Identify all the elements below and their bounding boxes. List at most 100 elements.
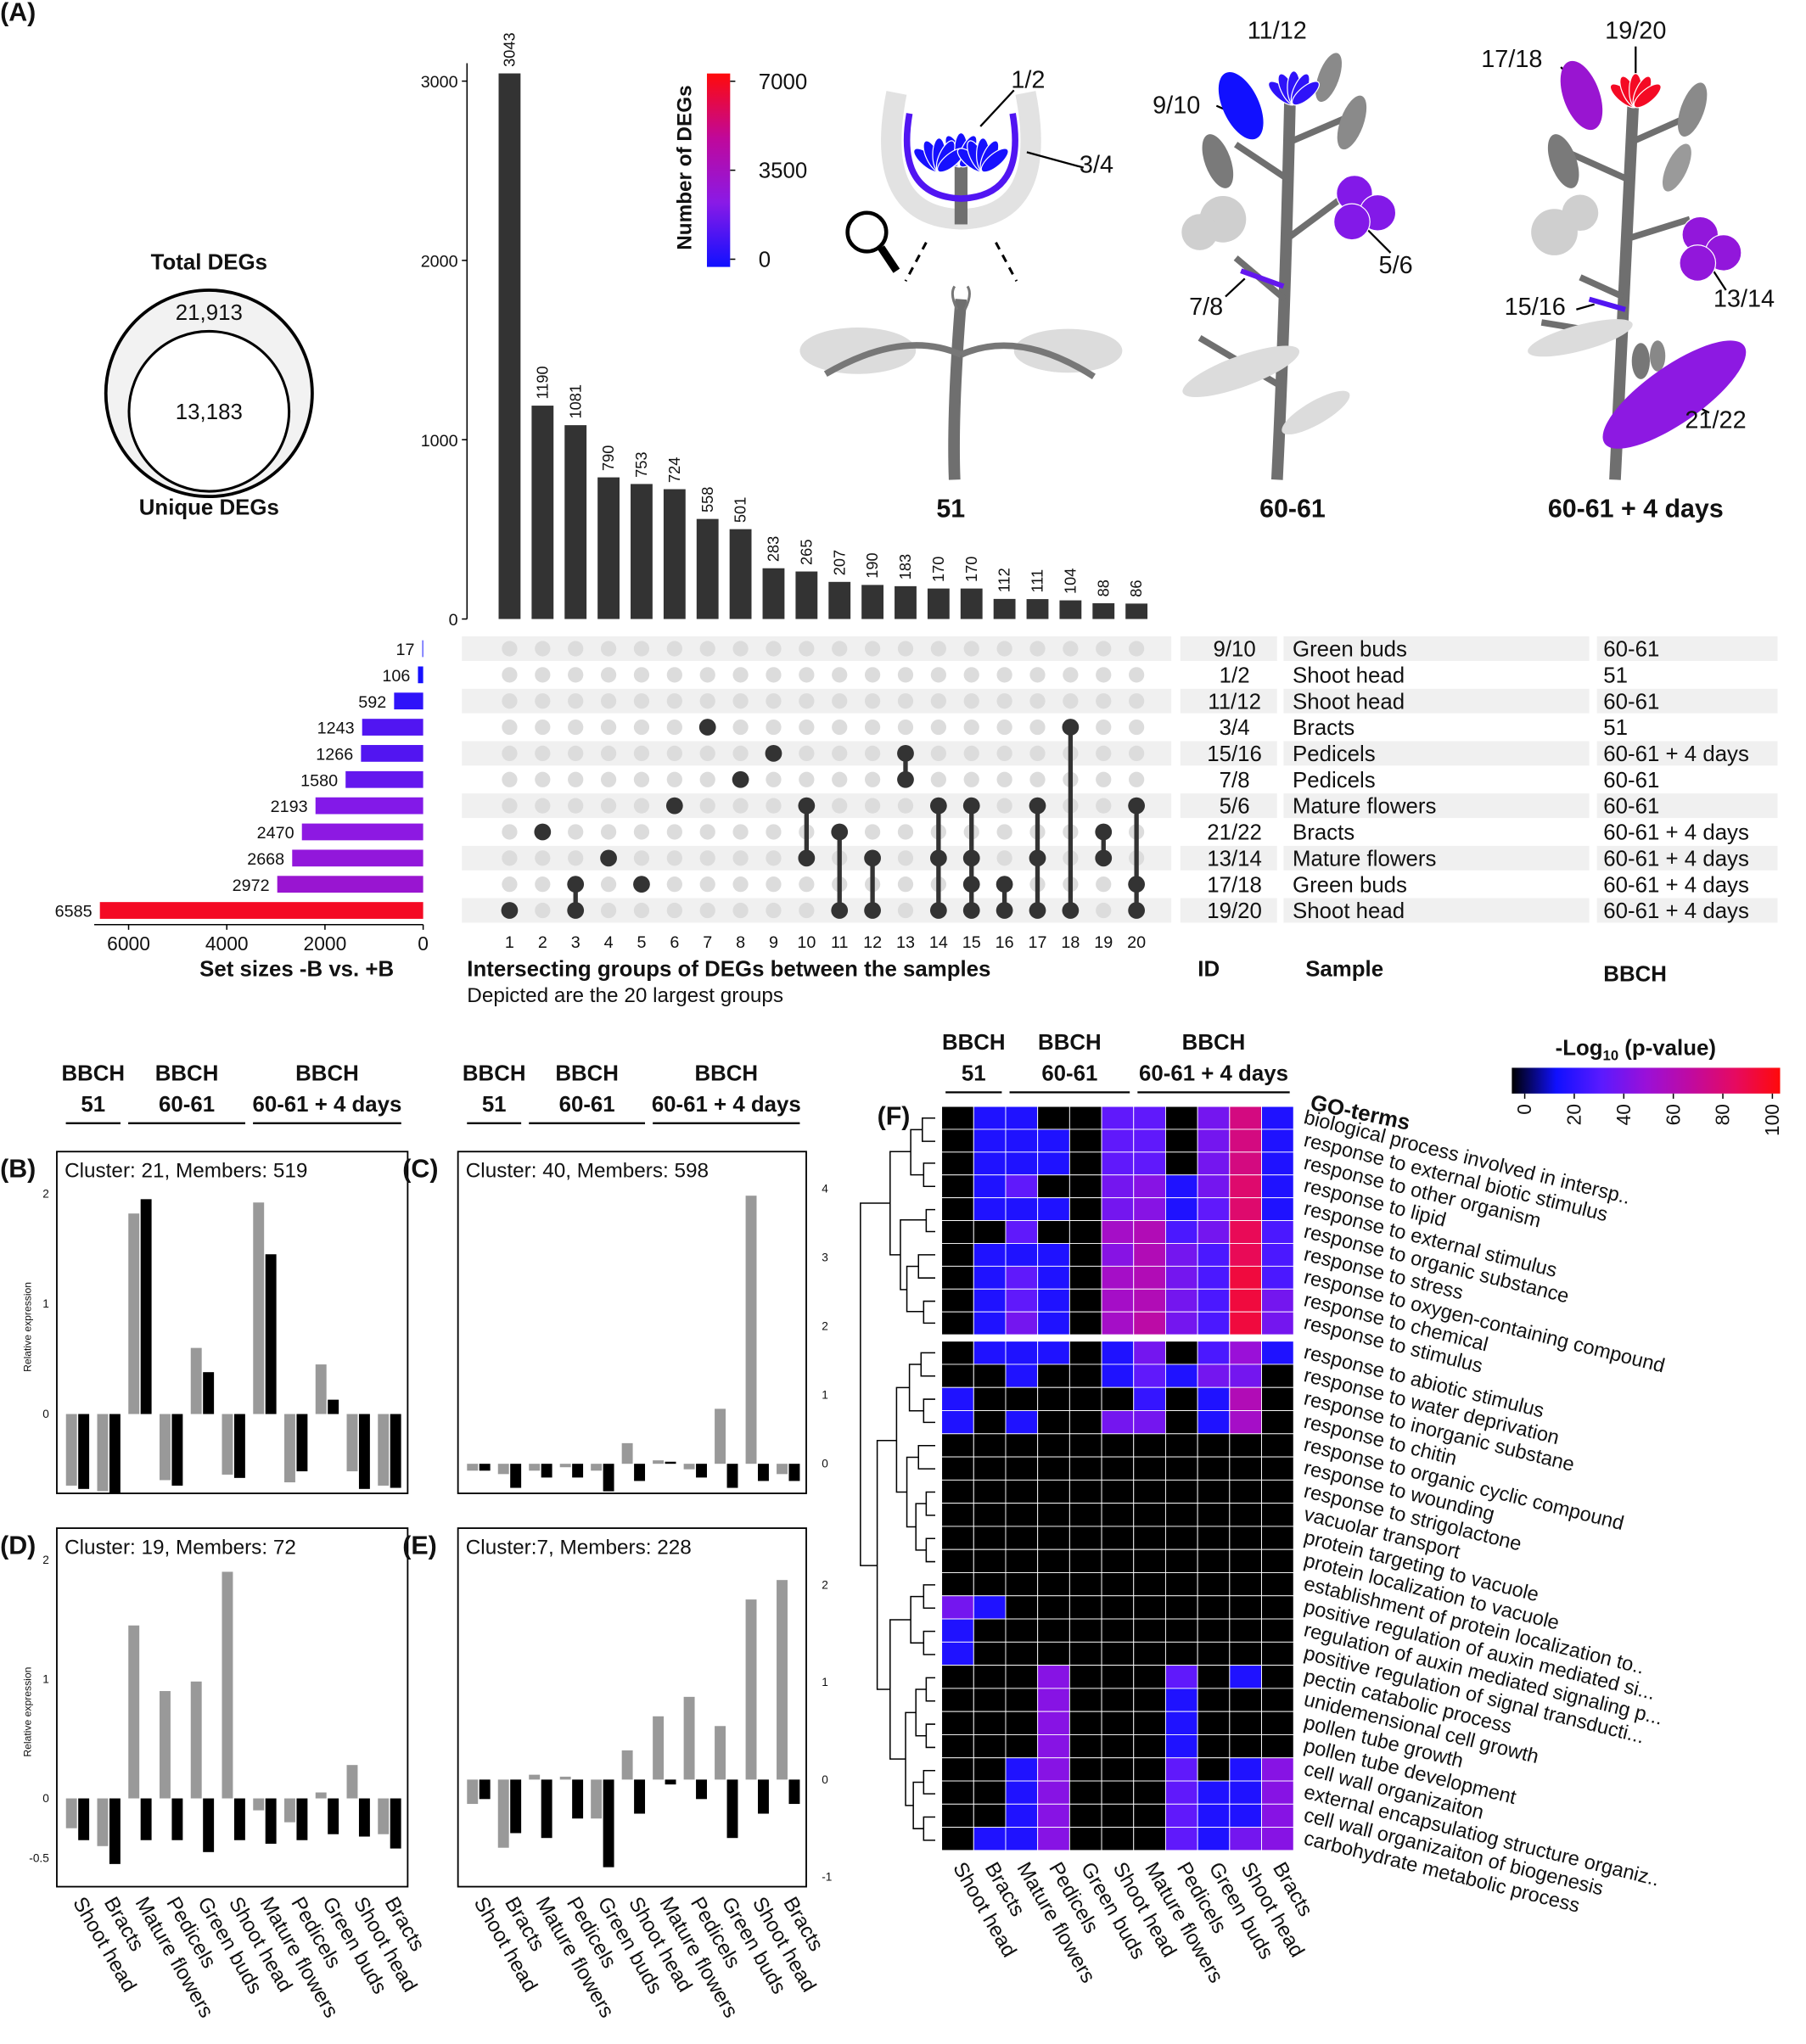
bar xyxy=(128,1625,140,1799)
heatmap-cell xyxy=(1005,1827,1039,1851)
heatmap-cell xyxy=(1197,1688,1231,1712)
heatmap-cell xyxy=(1197,1757,1231,1782)
set-id: 7/8 xyxy=(1220,769,1250,792)
empty-dot xyxy=(897,902,914,919)
y-tick-label: 1 xyxy=(822,1389,828,1402)
bar xyxy=(328,1798,339,1834)
colorbar-tick-label: 0 xyxy=(1513,1104,1535,1115)
heatmap-cell xyxy=(1068,1548,1102,1573)
row-band xyxy=(1180,793,1277,819)
heatmap-cell xyxy=(973,1641,1007,1666)
heatmap-cell xyxy=(1101,1386,1135,1411)
bar xyxy=(1026,599,1049,619)
heatmap-cell xyxy=(1164,1665,1198,1689)
heatmap-cell xyxy=(1037,1803,1070,1828)
set-sample: Mature flowers xyxy=(1293,847,1436,871)
value-label: 190 xyxy=(863,552,881,578)
row-band xyxy=(1180,898,1277,923)
heatmap-cell xyxy=(1037,1688,1070,1712)
heatmap-cell xyxy=(1229,1780,1262,1805)
empty-dot xyxy=(600,667,617,683)
heatmap-cell xyxy=(1005,1341,1039,1365)
heatmap-cell xyxy=(1261,1479,1294,1504)
bar xyxy=(97,1798,109,1846)
heatmap-cell xyxy=(1164,1128,1198,1153)
heatmap-cell xyxy=(1005,1803,1039,1828)
set-value-label: 2972 xyxy=(233,876,270,895)
heatmap-cell xyxy=(1068,1734,1102,1759)
empty-dot xyxy=(832,667,848,683)
empty-dot xyxy=(1096,876,1112,893)
bar xyxy=(284,1414,295,1483)
stage-label: 60-61 + 4 days xyxy=(1548,494,1724,523)
empty-dot xyxy=(699,850,715,866)
empty-dot xyxy=(799,641,815,657)
heatmap-cell xyxy=(1101,1572,1135,1597)
heatmap-cell xyxy=(1037,1618,1070,1643)
heatmap-cell xyxy=(1101,1548,1135,1573)
heatmap-cell xyxy=(1133,1151,1166,1176)
heatmap-cell xyxy=(973,1364,1007,1388)
bar xyxy=(653,1460,665,1464)
empty-dot xyxy=(799,745,815,762)
bar xyxy=(758,1779,769,1814)
heatmap-cell xyxy=(1101,1311,1135,1336)
panel-frame xyxy=(457,1151,807,1494)
heatmap-cell xyxy=(1037,1174,1070,1199)
bract-organ xyxy=(1602,340,1747,449)
heatmap-cell xyxy=(1005,1128,1039,1153)
heatmap-cell xyxy=(1261,1757,1294,1782)
bar xyxy=(559,1464,571,1468)
magnifier-handle xyxy=(878,245,900,273)
y-tick-label: 2 xyxy=(42,1554,49,1566)
heatmap-cell xyxy=(1037,1734,1070,1759)
heatmap-cell xyxy=(941,1197,974,1222)
stem xyxy=(954,165,968,225)
empty-dot xyxy=(699,667,715,683)
heatmap-cell xyxy=(1261,1128,1294,1153)
heatmap-cell xyxy=(1068,1410,1102,1435)
set-id: 15/16 xyxy=(1207,742,1262,766)
bar xyxy=(572,1464,584,1478)
venn-title: Total DEGs xyxy=(151,251,267,275)
row-band xyxy=(1596,636,1778,661)
heatmap-cell xyxy=(1164,1734,1198,1759)
value-label: 112 xyxy=(996,568,1013,592)
bar xyxy=(78,1798,90,1840)
empty-dot xyxy=(766,641,782,657)
flower-organ xyxy=(1333,203,1371,241)
bud xyxy=(1337,95,1367,150)
heatmap-cell xyxy=(1261,1734,1294,1759)
heatmap-cell xyxy=(1037,1220,1070,1244)
member-dot xyxy=(567,902,585,919)
heatmap-cell xyxy=(1005,1106,1039,1130)
bar xyxy=(510,1464,522,1488)
heatmap-cell xyxy=(1005,1479,1039,1504)
empty-dot xyxy=(502,693,518,709)
heatmap-cell xyxy=(1197,1711,1231,1735)
bar xyxy=(531,406,554,619)
bar xyxy=(378,1414,390,1486)
bar xyxy=(128,1213,140,1414)
member-dot xyxy=(1095,849,1113,867)
colorbar xyxy=(706,73,731,267)
empty-dot xyxy=(1129,719,1145,736)
bar xyxy=(78,1414,90,1489)
bud xyxy=(1315,53,1343,103)
bar xyxy=(788,1464,800,1481)
heatmap-cell xyxy=(1197,1243,1231,1267)
set-value-label: 1266 xyxy=(316,746,353,764)
heatmap-cell xyxy=(1037,1106,1070,1130)
heatmap-cell xyxy=(1101,1803,1135,1828)
empty-dot xyxy=(897,798,914,814)
bar xyxy=(1059,600,1082,619)
heatmap-cell xyxy=(1261,1433,1294,1458)
empty-dot xyxy=(930,693,946,709)
heatmap-cell xyxy=(1229,1288,1262,1313)
empty-dot xyxy=(897,876,914,893)
bar xyxy=(795,571,818,619)
empty-dot xyxy=(502,745,518,762)
empty-dot xyxy=(535,745,551,762)
heatmap-cell xyxy=(1229,1341,1262,1365)
